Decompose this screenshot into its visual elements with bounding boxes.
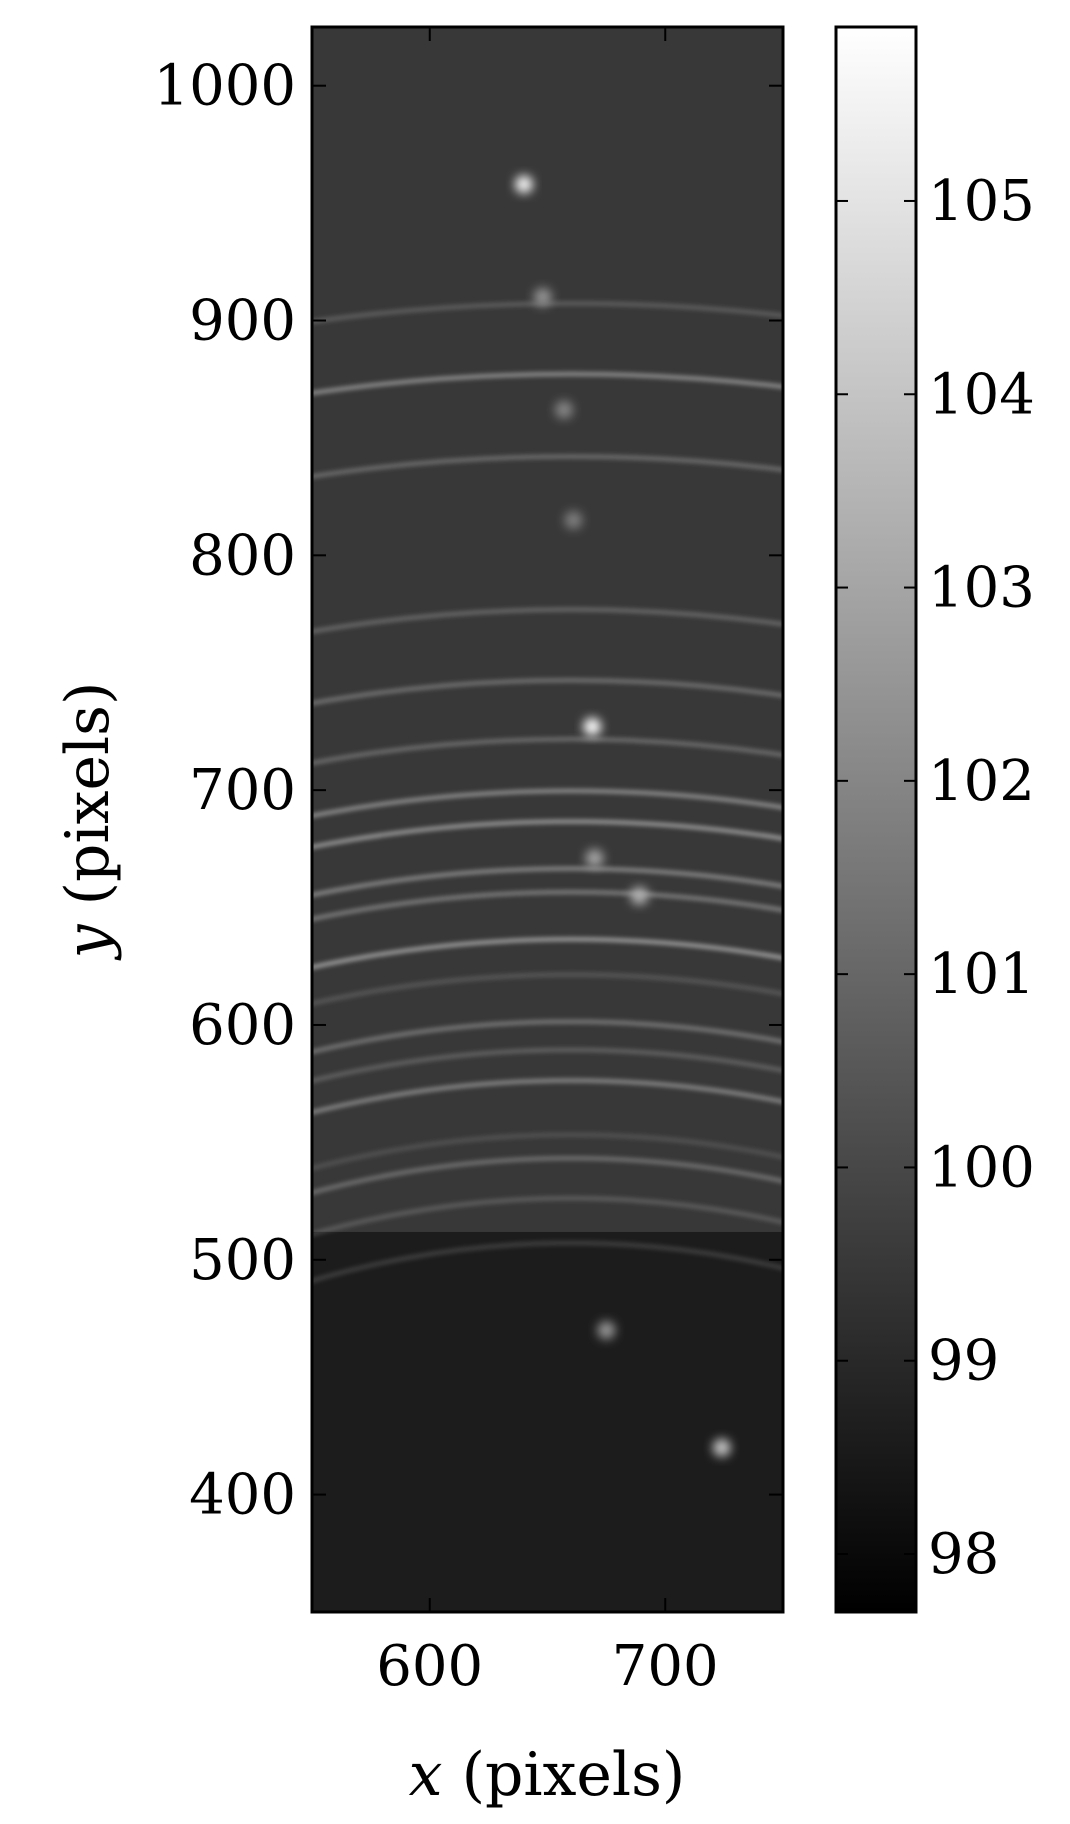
diffraction-ring [312, 678, 783, 706]
colorbar-tick-label: 104 [928, 362, 1035, 427]
diffraction-ring [312, 372, 783, 396]
diffraction-ring [312, 890, 783, 922]
bright-spot [597, 1321, 616, 1340]
y-axis-title: y (pixels) [53, 682, 123, 962]
plot-area: 600 700 400 500 600 700 800 900 1000 [153, 25, 785, 1699]
diffraction-ring [312, 302, 783, 324]
y-tick-label: 700 [189, 758, 296, 823]
y-tick-label: 900 [189, 289, 296, 354]
x-axis-title: x (pixels) [409, 1740, 686, 1810]
bright-spot [533, 288, 552, 307]
plot-frame [310, 25, 785, 1614]
diffraction-ring [312, 1048, 783, 1083]
lower-region-shade [312, 1231, 783, 1612]
diffraction-ring [312, 455, 783, 479]
bright-spot [583, 717, 602, 736]
background-lower [312, 1231, 783, 1612]
y-tick-label: 600 [189, 993, 296, 1058]
y-tick-label: 1000 [153, 54, 296, 119]
bright-spot [585, 849, 604, 868]
colorbar-tick-label: 98 [928, 1522, 999, 1587]
colorbar-tick-label: 102 [928, 749, 1035, 814]
diffraction-ring [312, 789, 783, 818]
y-tick-label: 400 [189, 1463, 296, 1528]
bright-spot [514, 175, 533, 194]
diffraction-ring [312, 1079, 783, 1115]
diffraction-ring [312, 608, 783, 634]
colorbar-tick-label: 105 [928, 169, 1035, 234]
diffraction-ring [312, 937, 783, 970]
x-tick-label: 700 [612, 1634, 719, 1699]
colorbar-tick-label: 101 [928, 942, 1035, 1007]
diffraction-ring [312, 1156, 783, 1195]
x-tick-label: 600 [376, 1634, 483, 1699]
bright-spot [630, 886, 649, 905]
y-axis: 400 500 600 700 800 900 1000 [153, 54, 783, 1528]
diffraction-ring [312, 820, 783, 850]
colorbar-tick-label: 99 [928, 1329, 999, 1394]
y-tick-label: 500 [189, 1228, 296, 1293]
diffraction-ring [312, 1133, 783, 1171]
diffraction-ring [312, 867, 783, 898]
colorbar-frame [834, 25, 918, 1614]
bright-spot [554, 400, 573, 419]
diffraction-ring [312, 973, 783, 1006]
detector-image [312, 27, 783, 1612]
diffraction-ring [312, 737, 783, 766]
diffraction-ring [312, 1020, 783, 1054]
diffraction-ring [312, 1241, 783, 1283]
colorbar-ticks: 98 99 100 101 102 103 104 105 [836, 169, 1035, 1587]
colorbar-tick-label: 100 [928, 1135, 1035, 1200]
colorbar-gradient [836, 27, 916, 1612]
colorbar: 98 99 100 101 102 103 104 105 [834, 25, 1035, 1614]
x-axis: 600 700 [376, 27, 719, 1699]
bright-spot [712, 1438, 731, 1457]
y-tick-label: 800 [189, 523, 296, 588]
bright-spot [564, 511, 583, 530]
diffraction-ring [312, 1196, 783, 1237]
colorbar-tick-label: 103 [928, 556, 1035, 621]
